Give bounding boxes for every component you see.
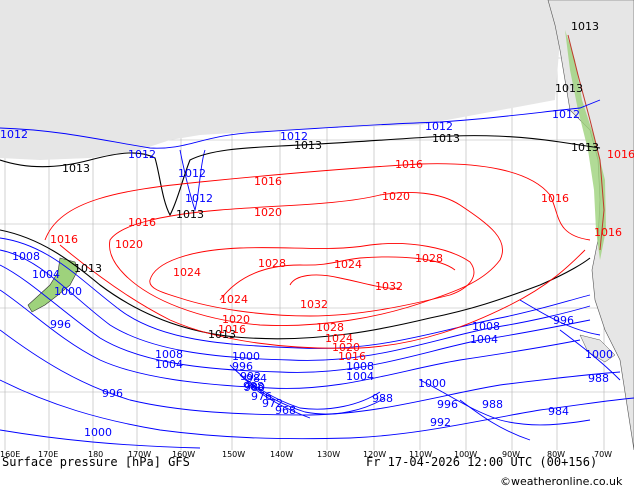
label-red-1032: 1032 (300, 298, 328, 311)
label-black-1013: 1013 (176, 208, 204, 221)
label-blue-988: 988 (588, 372, 609, 385)
label-black-1013: 1013 (555, 82, 583, 95)
lon-tick: 150W (222, 450, 246, 459)
lon-tick: 140W (270, 450, 294, 459)
label-black-1013: 1013 (294, 139, 322, 152)
lon-tick: 160E (0, 450, 21, 459)
label-black-1013: 1013 (208, 328, 236, 341)
label-blue-1012: 1012 (425, 120, 453, 133)
label-black-1013: 1013 (571, 141, 599, 154)
label-red-1032: 1032 (375, 280, 403, 293)
label-red-1020: 1020 (254, 206, 282, 219)
label-blue-992: 992 (430, 416, 451, 429)
lon-tick: 170W (128, 450, 152, 459)
lon-tick: 70W (594, 450, 613, 459)
label-red-1024: 1024 (325, 332, 353, 345)
isobars-reference (0, 135, 601, 340)
label-blue-988: 988 (243, 380, 264, 393)
label-blue-984: 984 (246, 372, 267, 385)
land-new-zealand (27, 257, 79, 313)
credit-text: ©weatheronline.co.uk (500, 475, 623, 488)
andes-terrain (565, 30, 606, 260)
label-red-1024: 1024 (173, 266, 201, 279)
label-black-1013: 1013 (571, 20, 599, 33)
label-blue-1004: 1004 (346, 370, 374, 383)
lon-tick: 110W (409, 450, 433, 459)
lon-tick: 130W (317, 450, 341, 459)
lon-tick: 170E (38, 450, 59, 459)
label-red-1020: 1020 (115, 238, 143, 251)
label-red-1016: 1016 (594, 226, 622, 239)
label-blue-1000: 1000 (84, 426, 112, 439)
label-blue-996: 996 (232, 360, 253, 373)
label-blue-1004: 1004 (470, 333, 498, 346)
weather-map: 1012 1012 1012 1012 1012 1012 1012 1008 … (0, 0, 634, 450)
footer-bar (0, 450, 634, 490)
label-red-1028: 1028 (258, 257, 286, 270)
label-red-1028: 1028 (415, 252, 443, 265)
label-black-1013: 1013 (432, 132, 460, 145)
label-blue-1000: 1000 (585, 348, 613, 361)
label-blue-1004: 1004 (32, 268, 60, 281)
label-red-1016: 1016 (218, 323, 246, 336)
label-blue-996: 996 (102, 387, 123, 400)
lon-tick: 180 (88, 450, 104, 459)
label-blue-980: 980 (244, 381, 265, 394)
label-blue-1008: 1008 (155, 348, 183, 361)
label-blue-984: 984 (548, 405, 569, 418)
label-blue-968: 968 (275, 404, 296, 417)
label-blue-1000: 1000 (54, 285, 82, 298)
label-blue-1012: 1012 (280, 130, 308, 143)
label-blue-1012: 1012 (185, 192, 213, 205)
valid-time: Fr 17-04-2026 12:00 UTC (00+156) (366, 455, 598, 469)
label-blue-1000: 1000 (418, 377, 446, 390)
label-blue-1000: 1000 (232, 350, 260, 363)
label-red-1024: 1024 (334, 258, 362, 271)
label-red-1020: 1020 (222, 313, 250, 326)
lon-tick: 120W (363, 450, 387, 459)
map-title: Surface pressure [hPa] GFS (2, 455, 190, 469)
andes-terrain-red (567, 34, 605, 251)
label-red-1028: 1028 (316, 321, 344, 334)
land-area-north (0, 0, 634, 160)
isobars-high (44, 163, 591, 349)
lon-tick: 90W (502, 450, 521, 459)
lon-tick: 80W (547, 450, 566, 459)
label-blue-1008: 1008 (12, 250, 40, 263)
label-blue-1012: 1012 (552, 108, 580, 121)
label-red-1016: 1016 (541, 192, 569, 205)
label-red-1016: 1016 (338, 350, 366, 363)
label-blue-972: 972 (262, 397, 283, 410)
label-black-1013: 1013 (62, 162, 90, 175)
label-black-1013: 1013 (74, 262, 102, 275)
label-red-1016: 1016 (50, 233, 78, 246)
isobars-low (0, 99, 634, 449)
land-islands-south (579, 334, 616, 363)
label-blue-996: 996 (553, 314, 574, 327)
label-blue-988: 988 (482, 398, 503, 411)
label-red-1020: 1020 (382, 190, 410, 203)
label-blue-976: 976 (251, 390, 272, 403)
isobar-labels: 1012 1012 1012 1012 1012 1012 1012 1008 … (0, 20, 634, 439)
label-red-1020: 1020 (332, 341, 360, 354)
label-red-1016: 1016 (128, 216, 156, 229)
label-red-1016: 1016 (607, 148, 634, 161)
label-blue-1012: 1012 (178, 167, 206, 180)
label-blue-1008: 1008 (472, 320, 500, 333)
label-blue-1004: 1004 (155, 358, 183, 371)
label-blue-1008: 1008 (346, 360, 374, 373)
label-red-1016: 1016 (395, 158, 423, 171)
lon-tick: 160W (172, 450, 196, 459)
label-blue-988: 988 (372, 392, 393, 405)
label-blue-1012: 1012 (128, 148, 156, 161)
label-blue-996: 996 (50, 318, 71, 331)
label-blue-1012: 1012 (0, 128, 28, 141)
label-red-1016: 1016 (254, 175, 282, 188)
label-red-1024: 1024 (220, 293, 248, 306)
label-blue-992: 992 (240, 370, 261, 383)
label-blue-996: 996 (437, 398, 458, 411)
lon-tick: 100W (454, 450, 478, 459)
